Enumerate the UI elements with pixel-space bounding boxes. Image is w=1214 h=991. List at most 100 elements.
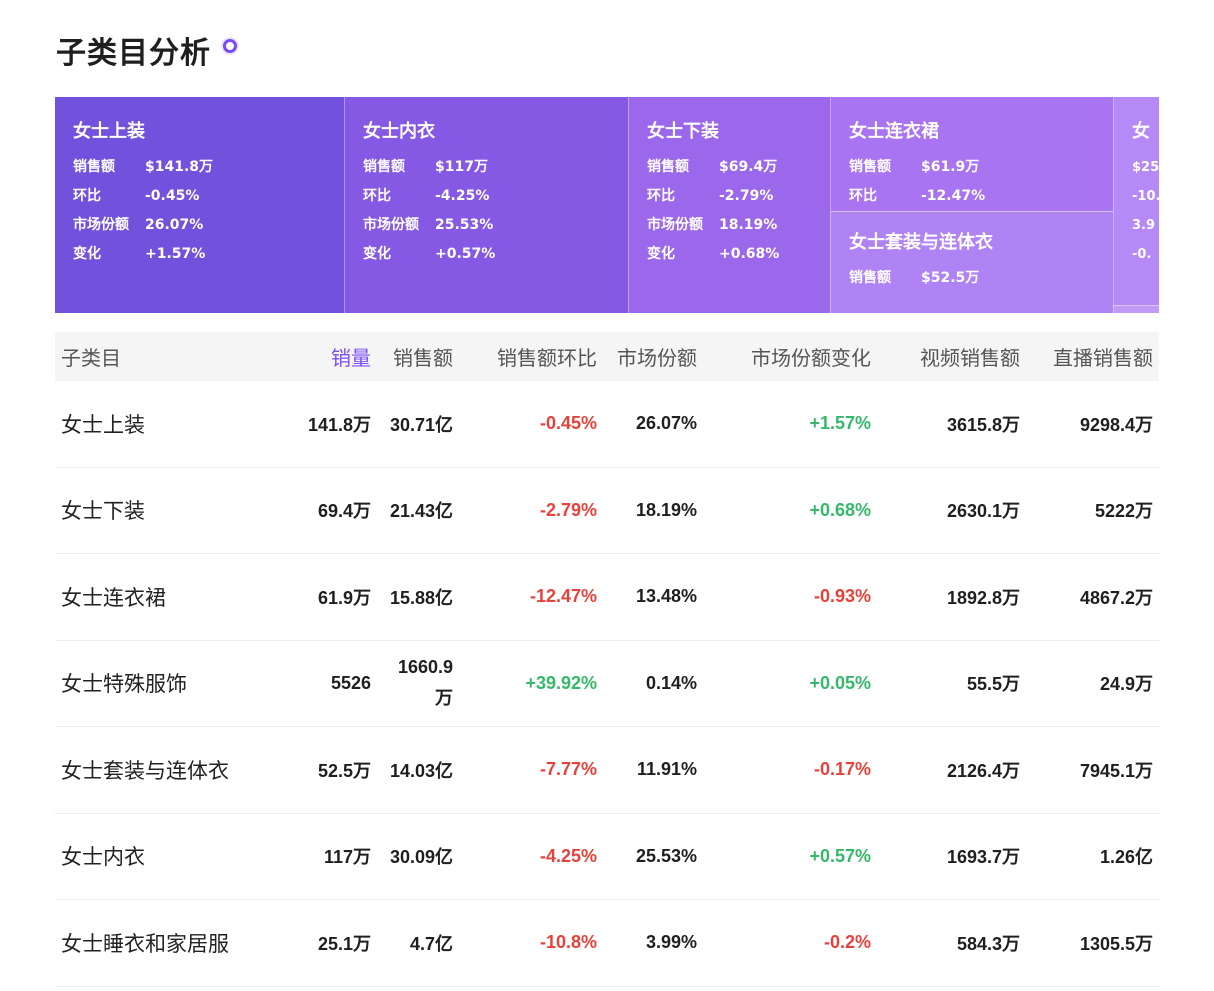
column-header-live-sales[interactable]: 直播销售额 bbox=[1053, 346, 1153, 370]
cell-live-sales: 7945.1万 bbox=[1079, 760, 1153, 781]
cell-subcategory: 女士内衣 bbox=[61, 845, 145, 870]
subcategory-table: 子类目 销量 销售额 销售额环比 市场份额 市场份额变化 视频销售额 直播销售额… bbox=[55, 332, 1159, 987]
cell-live-sales: 1305.5万 bbox=[1079, 933, 1153, 954]
tile-name: 女 bbox=[1132, 121, 1150, 142]
tile-value: $61.9万 bbox=[921, 159, 980, 175]
column-header-share-change[interactable]: 市场份额变化 bbox=[751, 346, 871, 370]
cell-sales-mom: -0.45% bbox=[539, 413, 597, 434]
cell-volume: 117万 bbox=[323, 847, 371, 868]
cell-sales-mom: +39.92% bbox=[525, 672, 597, 693]
cell-sales-mom: -10.8% bbox=[539, 932, 597, 953]
tile-row: 变化 +0.57% bbox=[363, 240, 610, 269]
cell-volume: 141.8万 bbox=[307, 414, 371, 435]
cell-share-change: -0.17% bbox=[813, 759, 871, 780]
tile-name: 女士套装与连体衣 bbox=[849, 232, 993, 253]
tile-value: $117万 bbox=[435, 159, 488, 175]
column-header-volume[interactable]: 销量 bbox=[331, 346, 371, 370]
tile-key: 环比 bbox=[849, 188, 877, 204]
treemap-tile[interactable]: 女 $25 -10. 3.9 -0. bbox=[1113, 97, 1159, 305]
category-treemap: 女士上装 销售额 $141.8万 环比 -0.45% 市场份额 26.07% 变化 +1… bbox=[55, 97, 1159, 313]
tile-row: 环比 -12.47% bbox=[849, 182, 1095, 211]
tile-key: 销售额 bbox=[647, 159, 689, 175]
tile-value: $141.8万 bbox=[145, 159, 214, 175]
cell-video-sales: 584.3万 bbox=[956, 933, 1020, 954]
cell-subcategory: 女士上装 bbox=[61, 412, 145, 437]
tile-key: 变化 bbox=[363, 246, 391, 262]
cell-share: 25.53% bbox=[635, 845, 697, 866]
cell-sales: 14.03亿 bbox=[389, 760, 453, 781]
cell-sales: 1660.9万 bbox=[397, 657, 453, 709]
tile-row: 销售额 $52.5万 bbox=[849, 264, 1095, 293]
cell-live-sales: 24.9万 bbox=[1099, 674, 1153, 695]
column-header-sales[interactable]: 销售额 bbox=[393, 346, 453, 370]
tile-row: 环比 -4.25% bbox=[363, 182, 610, 211]
tile-row: -10. bbox=[1132, 182, 1159, 211]
cell-live-sales: 9298.4万 bbox=[1079, 414, 1153, 435]
tile-value: -0. bbox=[1132, 247, 1152, 262]
cell-share-change: +0.05% bbox=[809, 672, 871, 693]
tile-key: 市场份额 bbox=[363, 217, 419, 233]
tile-row: 市场份额 26.07% bbox=[73, 211, 326, 240]
tile-value: +0.68% bbox=[719, 246, 780, 262]
treemap-tile[interactable]: 女士内衣 销售额 $117万 环比 -4.25% 市场份额 25.53% 变化 +0.5… bbox=[344, 97, 628, 313]
cell-video-sales: 1892.8万 bbox=[946, 587, 1020, 608]
cell-sales-mom: -12.47% bbox=[529, 586, 597, 607]
tile-value: 26.07% bbox=[145, 217, 204, 233]
cell-live-sales: 5222万 bbox=[1094, 501, 1153, 522]
tile-row: 变化 +1.57% bbox=[73, 240, 326, 269]
tile-value: +1.57% bbox=[145, 246, 206, 262]
treemap-tile[interactable] bbox=[1113, 305, 1159, 313]
section-title: 子类目分析 bbox=[56, 28, 237, 72]
treemap-tile[interactable]: 女士套装与连体衣 销售额 $52.5万 bbox=[830, 211, 1113, 313]
table-row[interactable]: 女士连衣裙 61.9万 15.88亿 -12.47% 13.48% -0.93%… bbox=[55, 554, 1159, 641]
tile-key: 销售额 bbox=[849, 159, 891, 175]
table-row[interactable]: 女士睡衣和家居服 25.1万 4.7亿 -10.8% 3.99% -0.2% 5… bbox=[55, 900, 1159, 987]
cell-video-sales: 1693.7万 bbox=[946, 847, 1020, 868]
cell-subcategory: 女士特殊服饰 bbox=[61, 672, 187, 697]
cell-live-sales: 4867.2万 bbox=[1079, 587, 1153, 608]
table-row[interactable]: 女士套装与连体衣 52.5万 14.03亿 -7.77% 11.91% -0.1… bbox=[55, 727, 1159, 814]
tile-value: -4.25% bbox=[435, 188, 490, 204]
tile-row: 销售额 $61.9万 bbox=[849, 153, 1095, 182]
tile-key: 环比 bbox=[647, 188, 675, 204]
cell-sales: 4.7亿 bbox=[409, 933, 453, 954]
table-row[interactable]: 女士下装 69.4万 21.43亿 -2.79% 18.19% +0.68% 2… bbox=[55, 468, 1159, 554]
tile-key: 变化 bbox=[647, 246, 675, 262]
cell-sales: 30.09亿 bbox=[389, 847, 453, 868]
tile-name: 女士下装 bbox=[647, 121, 719, 142]
tile-row: 3.9 bbox=[1132, 211, 1155, 240]
cell-live-sales: 1.26亿 bbox=[1099, 847, 1153, 868]
treemap-tile[interactable]: 女士上装 销售额 $141.8万 环比 -0.45% 市场份额 26.07% 变化 +1… bbox=[55, 97, 344, 313]
column-header-sales-mom[interactable]: 销售额环比 bbox=[497, 346, 597, 370]
cell-share: 26.07% bbox=[635, 413, 697, 434]
tile-name: 女士上装 bbox=[73, 121, 145, 142]
cell-volume: 25.1万 bbox=[317, 933, 371, 954]
cell-share: 18.19% bbox=[635, 499, 697, 520]
tile-value: $52.5万 bbox=[921, 270, 980, 286]
tile-row: 环比 -0.45% bbox=[73, 182, 326, 211]
cell-subcategory: 女士下装 bbox=[61, 499, 145, 524]
tile-row: 销售额 $141.8万 bbox=[73, 153, 326, 182]
cell-subcategory: 女士套装与连体衣 bbox=[61, 758, 229, 783]
tile-row: 变化 +0.68% bbox=[647, 240, 812, 269]
column-header-share[interactable]: 市场份额 bbox=[617, 346, 697, 370]
column-header-video-sales[interactable]: 视频销售额 bbox=[920, 346, 1020, 370]
treemap-tile[interactable]: 女士下装 销售额 $69.4万 环比 -2.79% 市场份额 18.19% 变化 +0.… bbox=[628, 97, 830, 313]
cell-video-sales: 3615.8万 bbox=[946, 414, 1020, 435]
tile-row: 销售额 $69.4万 bbox=[647, 153, 812, 182]
column-header-subcategory[interactable]: 子类目 bbox=[61, 346, 121, 370]
table-row[interactable]: 女士内衣 117万 30.09亿 -4.25% 25.53% +0.57% 16… bbox=[55, 814, 1159, 900]
info-dot-icon[interactable] bbox=[223, 39, 237, 53]
tile-name: 女士内衣 bbox=[363, 121, 435, 142]
tile-value: +0.57% bbox=[435, 246, 496, 262]
table-row[interactable]: 女士上装 141.8万 30.71亿 -0.45% 26.07% +1.57% … bbox=[55, 381, 1159, 468]
table-row[interactable]: 女士特殊服饰 5526 1660.9万 +39.92% 0.14% +0.05%… bbox=[55, 641, 1159, 727]
tile-value: 25.53% bbox=[435, 217, 494, 233]
cell-sales: 30.71亿 bbox=[389, 414, 453, 435]
tile-value: -2.79% bbox=[719, 188, 774, 204]
tile-name: 女士连衣裙 bbox=[849, 121, 939, 142]
tile-key: 环比 bbox=[363, 188, 391, 204]
tile-value: -12.47% bbox=[921, 188, 986, 204]
treemap-tile[interactable]: 女士连衣裙 销售额 $61.9万 环比 -12.47% bbox=[830, 97, 1113, 211]
tile-row: -0. bbox=[1132, 240, 1155, 269]
